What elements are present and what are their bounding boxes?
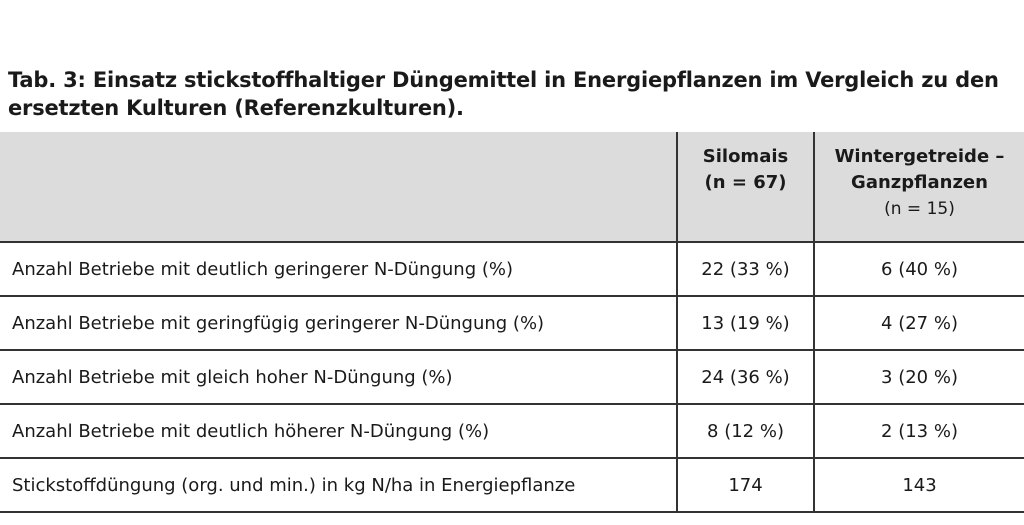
cell-wintergetreide: 6 (40 %) bbox=[813, 242, 1024, 297]
cell-silomais: 24 (36 %) bbox=[676, 350, 814, 405]
header-wintergetreide-name-1: Wintergetreide – bbox=[834, 146, 1005, 167]
row-label: Anzahl Betriebe mit geringfügig geringer… bbox=[0, 296, 677, 351]
header-silomais-name: Silomais bbox=[702, 146, 789, 167]
header-row: Silomais (n = 67) Wintergetreide – Ganzp… bbox=[0, 132, 1024, 243]
cell-wintergetreide: 2 (13 %) bbox=[813, 404, 1024, 459]
header-wintergetreide-name-2: Ganzpflanzen bbox=[851, 172, 988, 193]
row-label: Anzahl Betriebe mit gleich hoher N-Düngu… bbox=[0, 350, 677, 405]
table-body: Anzahl Betriebe mit deutlich geringerer … bbox=[0, 242, 1024, 513]
header-wintergetreide-n: (n = 15) bbox=[884, 199, 955, 219]
table-row: Anzahl Betriebe mit deutlich höherer N-D… bbox=[0, 404, 1024, 459]
row-label: Stickstoffdüngung (org. und min.) in kg … bbox=[0, 458, 677, 513]
header-cell-empty bbox=[0, 132, 677, 243]
table-header: Silomais (n = 67) Wintergetreide – Ganzp… bbox=[0, 132, 1024, 243]
table-row: Anzahl Betriebe mit deutlich geringerer … bbox=[0, 242, 1024, 297]
cell-silomais: 174 bbox=[676, 458, 814, 513]
cell-silomais: 8 (12 %) bbox=[676, 404, 814, 459]
cell-wintergetreide: 4 (27 %) bbox=[813, 296, 1024, 351]
header-cell-wintergetreide: Wintergetreide – Ganzpflanzen (n = 15) bbox=[813, 132, 1024, 243]
cell-silomais: 13 (19 %) bbox=[676, 296, 814, 351]
cell-wintergetreide: 3 (20 %) bbox=[813, 350, 1024, 405]
row-label: Anzahl Betriebe mit deutlich geringerer … bbox=[0, 242, 677, 297]
table-caption: Tab. 3: Einsatz stickstoffhaltiger Dünge… bbox=[8, 68, 999, 120]
data-table: Silomais (n = 67) Wintergetreide – Ganzp… bbox=[0, 132, 1024, 513]
table-row: Stickstoffdüngung (org. und min.) in kg … bbox=[0, 458, 1024, 513]
header-silomais-n: (n = 67) bbox=[704, 172, 787, 193]
cell-wintergetreide: 143 bbox=[813, 458, 1024, 513]
table-row: Anzahl Betriebe mit geringfügig geringer… bbox=[0, 296, 1024, 351]
header-cell-silomais: Silomais (n = 67) bbox=[676, 132, 814, 243]
table-row: Anzahl Betriebe mit gleich hoher N-Düngu… bbox=[0, 350, 1024, 405]
cell-silomais: 22 (33 %) bbox=[676, 242, 814, 297]
row-label: Anzahl Betriebe mit deutlich höherer N-D… bbox=[0, 404, 677, 459]
